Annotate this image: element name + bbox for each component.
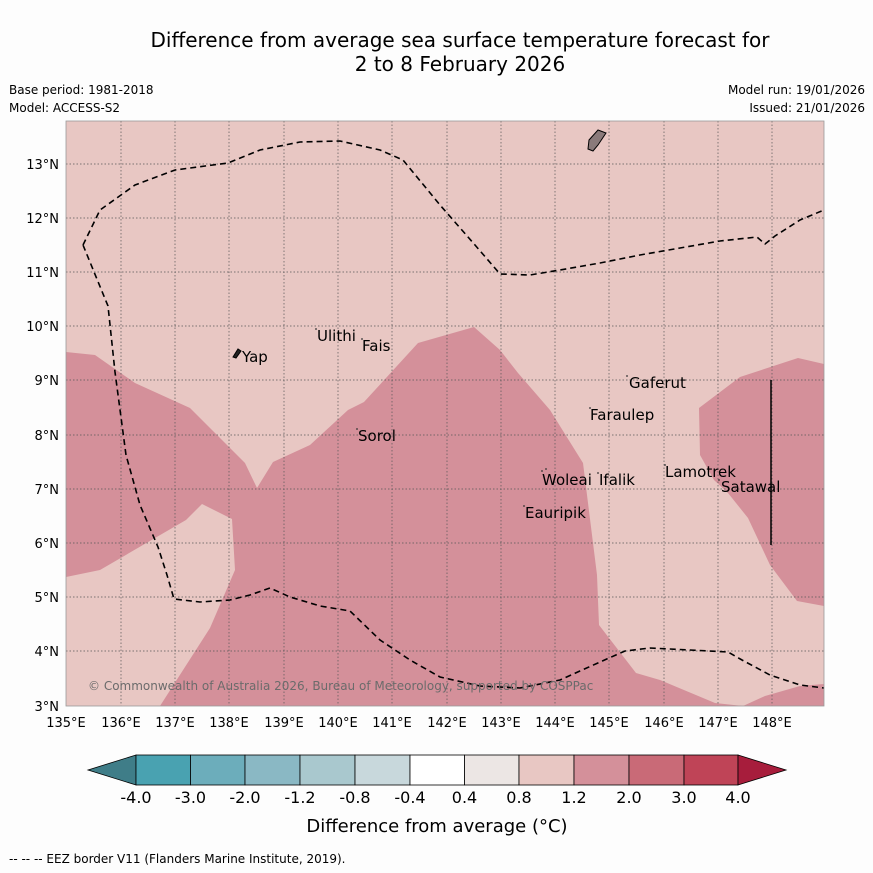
colorbar-tick: -1.2 [284,788,315,807]
place-sorol: Sorol [358,427,396,445]
model-name: Model: ACCESS-S2 [9,101,121,115]
lon-label: 142°E [427,716,467,731]
colorbar-label: Difference from average (°C) [306,816,567,837]
satawal-dot [718,479,720,481]
copyright-notice: © Commonwealth of Australia 2026, Bureau… [88,679,593,693]
lat-label: 6°N [35,537,60,552]
gridlines [66,121,824,706]
colorbar-swatch [573,754,630,786]
colorbar-tick: -0.8 [339,788,370,807]
lat-label: 3°N [35,700,60,715]
place-ifalik: Ifalik [599,471,635,489]
woleai-dot-b [545,468,547,470]
sorol-dot [356,428,358,430]
place-eauripik: Eauripik [525,504,586,522]
meta-left: Base period: 1981-2018 Model: ACCESS-S2 [9,81,154,117]
chart-title: Difference from average sea surface temp… [0,28,873,76]
fais-dot [361,338,363,340]
lat-label: 11°N [26,266,59,281]
colorbar-tick: -0.4 [394,788,425,807]
ifalik-dot [597,472,599,474]
colorbar-upper-extend [737,754,788,786]
model-run: Model run: 19/01/2026 [727,83,865,97]
colorbar-swatch [354,754,411,786]
issued-date: Issued: 21/01/2026 [749,101,865,115]
colorbar-swatch [190,754,246,786]
eauripik-dot [523,505,525,507]
lon-label: 148°E [752,716,792,731]
island-dots [315,328,720,507]
lon-label: 145°E [589,716,629,731]
colorbar-swatch [135,754,191,786]
colorbar-tick: 0.8 [506,788,531,807]
lon-label: 137°E [155,716,195,731]
title-line-1: Difference from average sea surface temp… [150,28,770,52]
lon-label: 143°E [481,716,521,731]
lamotrek-dot [664,464,666,466]
colorbar-tick: 0.4 [452,788,477,807]
title-line-2: 2 to 8 February 2026 [354,52,566,76]
eez-footnote: -- -- -- EEZ border V11 (Flanders Marine… [9,852,346,866]
lon-label: 146°E [644,716,684,731]
colorbar-tick: 4.0 [725,788,750,807]
colorbar-tick: -4.0 [120,788,151,807]
ulithi-dot [315,328,317,330]
lat-label: 7°N [35,483,60,498]
lon-label: 144°E [535,716,575,731]
lat-label: 4°N [35,645,60,660]
warm-anomaly-regions [66,327,824,706]
place-yap: Yap [241,348,268,366]
meta-right: Model run: 19/01/2026 Issued: 21/01/2026 [728,81,865,117]
place-fais: Fais [362,337,391,355]
lon-label: 139°E [264,716,304,731]
base-period: Base period: 1981-2018 [9,83,154,97]
colorbar-swatch [409,754,465,786]
place-faraulep: Faraulep [590,406,654,424]
warm-region-east [699,358,824,606]
warm-region-main [66,327,824,706]
lat-label: 9°N [35,374,60,389]
lon-label: 147°E [698,716,738,731]
lon-label: 136°E [101,716,141,731]
gaferut-dot [626,375,628,377]
place-woleai: Woleai [542,471,592,489]
place-ulithi: Ulithi [317,327,356,345]
colorbar-swatch [683,754,739,786]
colorbar-swatch [299,754,356,786]
lat-label: 13°N [26,158,59,173]
colorbar-swatch [628,754,685,786]
colorbar-swatch [518,754,575,786]
place-lamotrek: Lamotrek [665,463,736,481]
colorbar-tick: -2.0 [229,788,260,807]
colorbar [86,754,788,786]
lon-label: 141°E [372,716,412,731]
guam-island [587,129,607,152]
lat-label: 5°N [35,591,60,606]
lat-label: 10°N [26,320,59,335]
colorbar-swatch [464,754,520,786]
place-satawal: Satawal [721,478,780,496]
lon-label: 140°E [318,716,358,731]
lat-label: 12°N [26,212,59,227]
lon-label: 138°E [209,716,249,731]
colorbar-tick: 1.2 [561,788,586,807]
colorbar-swatch [244,754,301,786]
map-frame [65,120,825,707]
lat-label: 8°N [35,429,60,444]
lon-label: 135°E [46,716,86,731]
colorbar-tick: 3.0 [671,788,696,807]
colorbar-lower-extend [86,754,137,786]
faraulep-dot [589,407,591,409]
woleai-dot-a [541,470,543,472]
yap-island [232,348,242,359]
place-gaferut: Gaferut [629,374,686,392]
eez-border [82,140,825,689]
colorbar-tick: 2.0 [616,788,641,807]
colorbar-tick: -3.0 [175,788,206,807]
